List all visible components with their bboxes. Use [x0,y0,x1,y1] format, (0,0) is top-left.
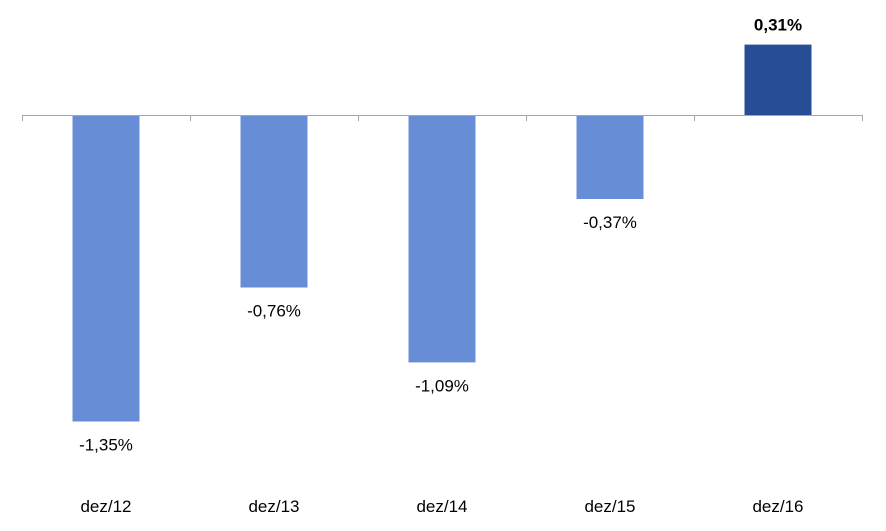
category-label-dez-12: dez/12 [80,497,131,516]
bar-dez-12 [72,115,140,422]
bar-dez-14 [408,115,476,363]
data-label-dez-12: -1,35% [79,436,133,455]
labels-layer: -1,35% dez/12 -0,76% dez/13 -1,09% dez/14 -0,3… [79,16,803,516]
category-label-dez-16: dez/16 [752,497,803,516]
category-label-dez-15: dez/15 [584,497,635,516]
bar-dez-15 [576,115,644,199]
category-label-dez-14: dez/14 [416,497,467,516]
bar-dez-16 [744,44,812,115]
bar-dez-13 [240,115,308,288]
x-axis [22,115,863,121]
data-label-dez-15: -0,37% [583,213,637,232]
data-label-dez-13: -0,76% [247,302,301,321]
category-label-dez-13: dez/13 [248,497,299,516]
bars-layer [72,44,812,422]
data-label-dez-14: -1,09% [415,376,469,395]
data-label-dez-16: 0,31% [754,16,802,35]
